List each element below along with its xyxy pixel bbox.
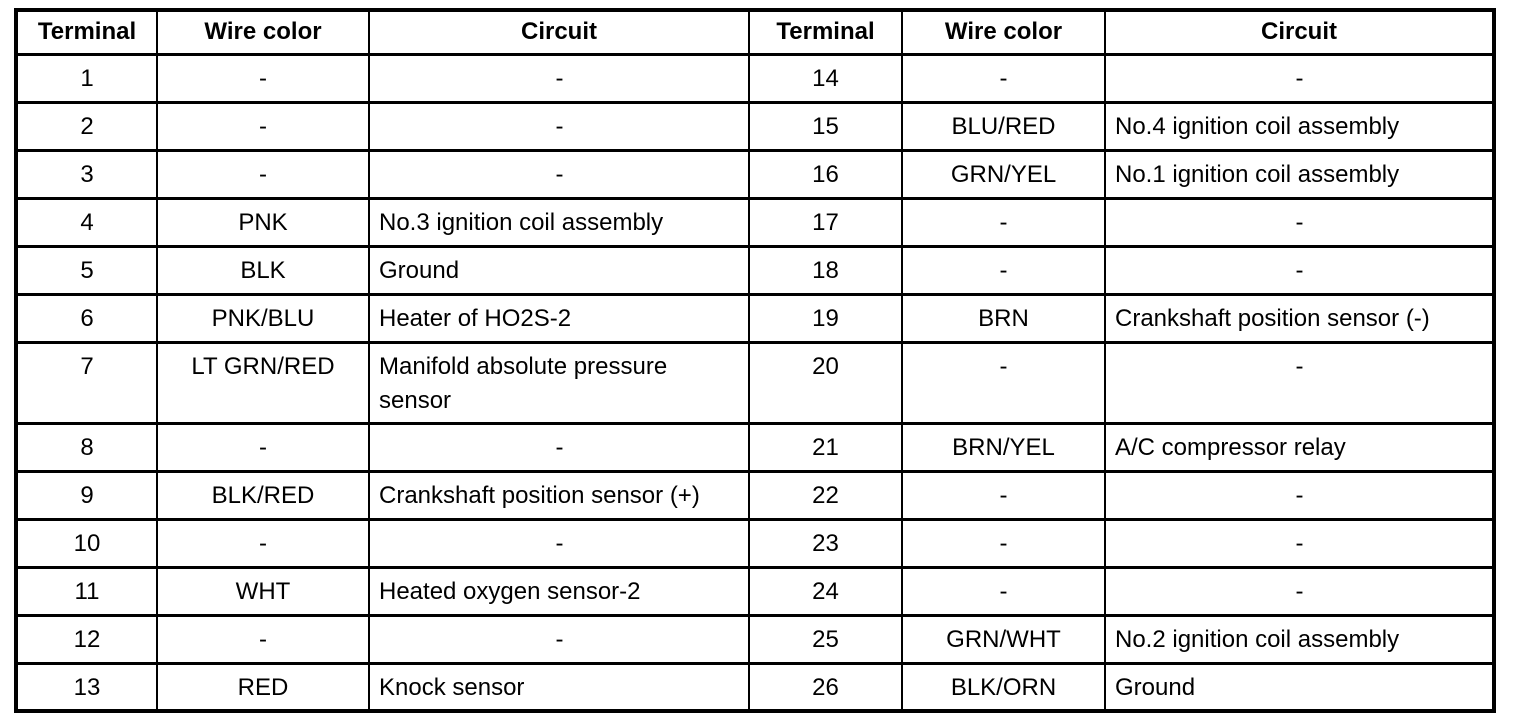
circuit-cell: - bbox=[1104, 517, 1495, 569]
circuit-cell: - bbox=[1104, 469, 1495, 521]
wire-color-cell: BLK/ORN bbox=[901, 661, 1106, 713]
terminal-cell: 12 bbox=[15, 613, 158, 665]
circuit-cell: A/C compressor relay bbox=[1104, 421, 1495, 473]
wire-color-cell: - bbox=[156, 517, 370, 569]
terminal-cell: 21 bbox=[748, 421, 903, 473]
wire-color-header-left: Wire color bbox=[156, 8, 370, 56]
circuit-cell: - bbox=[1104, 52, 1495, 104]
circuit-cell: No.2 ignition coil assembly bbox=[1104, 613, 1495, 665]
wire-color-cell: BRN bbox=[901, 292, 1106, 344]
wire-color-cell: RED bbox=[156, 661, 370, 713]
circuit-cell: No.4 ignition coil assembly bbox=[1104, 100, 1495, 152]
terminal-cell: 15 bbox=[748, 100, 903, 152]
circuit-cell: Heated oxygen sensor-2 bbox=[368, 565, 750, 617]
terminal-cell: 1 bbox=[15, 52, 158, 104]
terminal-cell: 18 bbox=[748, 244, 903, 296]
terminal-cell: 13 bbox=[15, 661, 158, 713]
table-row: 7 LT GRN/RED Manifold absolute pressure … bbox=[15, 340, 1495, 425]
table-row: 4 PNK No.3 ignition coil assembly 17 - - bbox=[15, 196, 1495, 248]
circuit-cell: Ground bbox=[368, 244, 750, 296]
terminal-header-left: Terminal bbox=[15, 8, 158, 56]
table-row: 3 - - 16 GRN/YEL No.1 ignition coil asse… bbox=[15, 148, 1495, 200]
table-row: 11 WHT Heated oxygen sensor-2 24 - - bbox=[15, 565, 1495, 617]
terminal-cell: 22 bbox=[748, 469, 903, 521]
wire-color-cell: PNK/BLU bbox=[156, 292, 370, 344]
circuit-cell: - bbox=[1104, 340, 1495, 425]
terminal-cell: 23 bbox=[748, 517, 903, 569]
circuit-cell: Knock sensor bbox=[368, 661, 750, 713]
terminal-cell: 11 bbox=[15, 565, 158, 617]
circuit-cell: Heater of HO2S-2 bbox=[368, 292, 750, 344]
terminal-cell: 20 bbox=[748, 340, 903, 425]
wire-color-cell: GRN/YEL bbox=[901, 148, 1106, 200]
table-row: 12 - - 25 GRN/WHT No.2 ignition coil ass… bbox=[15, 613, 1495, 665]
terminal-cell: 4 bbox=[15, 196, 158, 248]
wire-color-cell: - bbox=[901, 196, 1106, 248]
wire-color-cell: BRN/YEL bbox=[901, 421, 1106, 473]
circuit-cell: - bbox=[368, 613, 750, 665]
circuit-cell: - bbox=[368, 148, 750, 200]
terminal-cell: 19 bbox=[748, 292, 903, 344]
wire-color-cell: - bbox=[156, 100, 370, 152]
circuit-cell: - bbox=[1104, 565, 1495, 617]
terminal-cell: 6 bbox=[15, 292, 158, 344]
table-row: 6 PNK/BLU Heater of HO2S-2 19 BRN Cranks… bbox=[15, 292, 1495, 344]
terminal-cell: 17 bbox=[748, 196, 903, 248]
table-row: 8 - - 21 BRN/YEL A/C compressor relay bbox=[15, 421, 1495, 473]
terminal-cell: 5 bbox=[15, 244, 158, 296]
circuit-header-left: Circuit bbox=[368, 8, 750, 56]
terminal-cell: 9 bbox=[15, 469, 158, 521]
terminal-cell: 14 bbox=[748, 52, 903, 104]
terminal-cell: 24 bbox=[748, 565, 903, 617]
table-row: 5 BLK Ground 18 - - bbox=[15, 244, 1495, 296]
circuit-cell: Ground bbox=[1104, 661, 1495, 713]
circuit-cell: No.1 ignition coil assembly bbox=[1104, 148, 1495, 200]
wire-color-cell: WHT bbox=[156, 565, 370, 617]
wire-color-cell: - bbox=[901, 340, 1106, 425]
wire-color-cell: BLK bbox=[156, 244, 370, 296]
terminal-cell: 10 bbox=[15, 517, 158, 569]
circuit-cell: - bbox=[368, 52, 750, 104]
terminal-cell: 16 bbox=[748, 148, 903, 200]
table-row: 2 - - 15 BLU/RED No.4 ignition coil asse… bbox=[15, 100, 1495, 152]
circuit-cell: - bbox=[1104, 196, 1495, 248]
circuit-cell: Crankshaft position sensor (-) bbox=[1104, 292, 1495, 344]
table-row: 10 - - 23 - - bbox=[15, 517, 1495, 569]
table-row: 13 RED Knock sensor 26 BLK/ORN Ground bbox=[15, 661, 1495, 713]
wire-color-cell: - bbox=[156, 52, 370, 104]
terminal-cell: 7 bbox=[15, 340, 158, 425]
terminal-header-right: Terminal bbox=[748, 8, 903, 56]
table-row: 1 - - 14 - - bbox=[15, 52, 1495, 104]
wire-color-cell: BLU/RED bbox=[901, 100, 1106, 152]
wire-color-cell: GRN/WHT bbox=[901, 613, 1106, 665]
wire-color-cell: PNK bbox=[156, 196, 370, 248]
terminal-cell: 25 bbox=[748, 613, 903, 665]
table-header-row: Terminal Wire color Circuit Terminal Wir… bbox=[15, 8, 1495, 56]
circuit-cell: - bbox=[368, 100, 750, 152]
wire-color-cell: - bbox=[901, 244, 1106, 296]
terminal-cell: 8 bbox=[15, 421, 158, 473]
wire-color-cell: - bbox=[901, 52, 1106, 104]
circuit-cell: No.3 ignition coil assembly bbox=[368, 196, 750, 248]
wire-color-cell: - bbox=[901, 469, 1106, 521]
wire-color-cell: LT GRN/RED bbox=[156, 340, 370, 425]
terminal-cell: 2 bbox=[15, 100, 158, 152]
wire-color-cell: - bbox=[901, 565, 1106, 617]
terminal-cell: 26 bbox=[748, 661, 903, 713]
wire-color-cell: - bbox=[156, 421, 370, 473]
wire-color-header-right: Wire color bbox=[901, 8, 1106, 56]
wire-color-cell: BLK/RED bbox=[156, 469, 370, 521]
wire-color-cell: - bbox=[156, 613, 370, 665]
table-row: 9 BLK/RED Crankshaft position sensor (+)… bbox=[15, 469, 1495, 521]
circuit-cell: - bbox=[368, 517, 750, 569]
circuit-cell: Manifold absolute pressure sensor bbox=[368, 340, 750, 425]
circuit-cell: Crankshaft position sensor (+) bbox=[368, 469, 750, 521]
pin-assignment-table: Terminal Wire color Circuit Terminal Wir… bbox=[14, 8, 1496, 713]
wire-color-cell: - bbox=[901, 517, 1106, 569]
circuit-cell: - bbox=[368, 421, 750, 473]
terminal-cell: 3 bbox=[15, 148, 158, 200]
circuit-cell: - bbox=[1104, 244, 1495, 296]
wire-color-cell: - bbox=[156, 148, 370, 200]
circuit-header-right: Circuit bbox=[1104, 8, 1495, 56]
